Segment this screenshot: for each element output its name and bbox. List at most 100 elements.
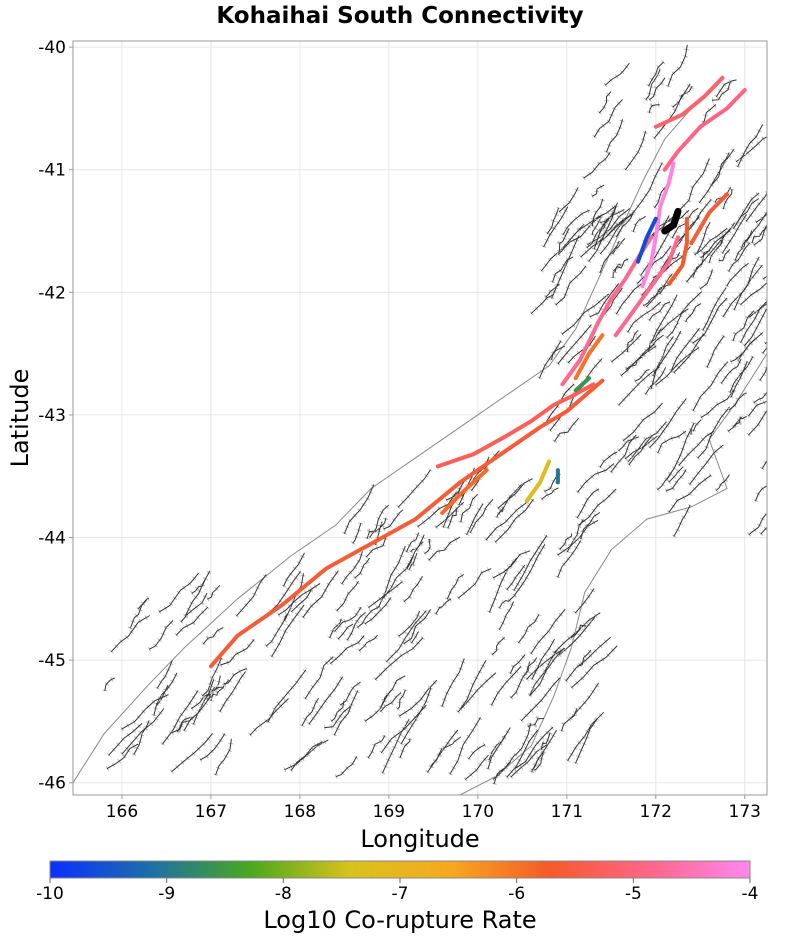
fault-trace [386,610,427,663]
x-axis-label: Longitude [360,825,479,853]
fault-trace [730,338,756,363]
y-axis-ticks: -40 -41 -42 -43 -44 -45 -46 [38,38,73,794]
fault-trace [153,684,169,716]
fault-trace [291,582,321,613]
fault-trace [759,364,767,381]
fault-trace [301,697,320,727]
fault-trace [634,369,650,382]
fault-trace [428,536,461,561]
fault-trace [330,700,345,722]
x-axis-ticks: 166 167 168 169 170 171 172 173 [106,795,761,822]
fault-trace [468,744,486,760]
fault-trace [220,639,255,666]
fault-trace [611,334,642,363]
colorbar-tick-label: -7 [392,884,409,904]
fault-trace [753,391,767,404]
fault-trace [557,324,592,365]
rupture-trace [653,75,725,129]
fault-trace [191,578,207,594]
y-tick-label: -41 [38,161,66,181]
colorbar [49,860,751,879]
y-axis-label: Latitude [6,369,34,468]
fault-trace [673,333,705,374]
fault-trace [604,287,623,315]
fault-trace [700,227,731,259]
fault-trace [723,189,733,210]
fault-trace [561,708,578,732]
fault-trace [665,469,687,492]
y-tick-label: -46 [38,774,66,794]
x-tick-label: 170 [462,802,494,822]
colorbar-tick-label: -4 [742,884,759,904]
fault-trace [570,624,587,639]
fault-trace [643,285,664,307]
fault-trace [649,398,687,449]
fault-trace [529,648,564,697]
fault-trace [121,694,169,730]
fault-trace [696,222,711,254]
fault-trace [526,647,565,680]
fault-trace [397,689,406,710]
fault-trace [520,677,561,722]
fault-trace [598,91,612,114]
fault-trace [671,198,712,250]
fault-trace [553,612,601,654]
fault-trace [729,356,754,393]
fault-trace [577,463,615,493]
fault-trace [685,303,702,323]
fault-trace [435,598,452,615]
fault-trace [689,444,724,485]
fault-trace [632,215,646,233]
fault-trace [357,606,381,628]
fault-trace [335,756,358,778]
fault-trace [464,754,489,780]
fault-trace [644,367,667,395]
fault-trace [610,434,637,473]
fault-trace [531,638,555,680]
fault-trace [751,226,767,244]
fault-trace [380,704,427,754]
fault-trace [702,287,727,331]
fault-trace [441,658,465,707]
x-tick-label: 172 [640,802,672,822]
fault-trace [443,736,461,749]
fault-trace [334,606,362,632]
fault-trace [571,645,618,689]
fault-trace [249,698,289,736]
fault-trace [668,474,712,513]
fault-trace [492,550,531,579]
fault-trace [506,564,526,591]
fault-trace [657,291,703,335]
fault-trace [459,659,487,710]
fault-trace [741,230,753,249]
fault-trace [369,504,389,538]
fault-trace [666,322,679,339]
fault-trace [715,474,730,491]
fault-trace [551,235,580,299]
fault-trace [734,239,746,261]
fault-surface [761,272,767,282]
fault-trace [665,422,695,481]
fault-trace [755,485,767,502]
fault-trace [449,717,481,775]
fault-trace [278,588,313,616]
fault-trace [108,723,143,756]
fault-trace [457,568,492,599]
fault-trace [712,81,731,101]
fault-trace [358,634,378,652]
fault-trace [732,310,755,342]
fault-trace [686,231,728,283]
fault-trace [496,507,504,518]
fault-trace [269,571,301,612]
fault-trace [670,327,700,372]
fault-trace [497,478,533,509]
rupture-trace [667,216,689,286]
fault-trace [171,733,213,773]
fault-trace [417,491,457,528]
fault-trace [541,732,551,750]
fault-trace [648,61,664,87]
fault-trace [346,612,366,641]
fault-trace [544,383,575,425]
fault-trace [718,249,731,262]
fault-trace [667,44,688,87]
